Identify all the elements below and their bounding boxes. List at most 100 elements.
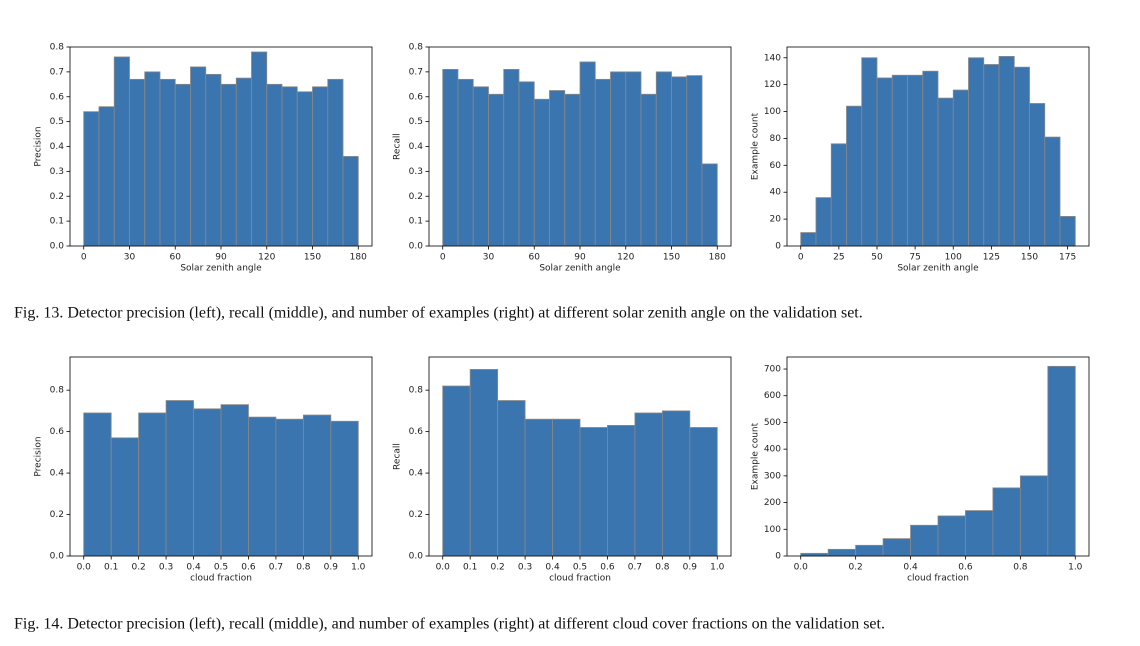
- x-tick-label: 180: [350, 253, 367, 263]
- chart: 0 30 60 90 120 150 180 0.0 0.1 0.2 0.3 0.4 0.5 0.6 0.7…: [34, 43, 373, 274]
- y-tick-label: 0.6: [409, 92, 424, 102]
- bar: [220, 83, 237, 247]
- y-tick-label: 0.8: [409, 43, 424, 53]
- bar: [689, 427, 718, 557]
- bar: [998, 56, 1015, 247]
- chart: 0 25 50 75 100 125 150 175 0 20 40 60 80 100 120 140 Sol…: [751, 46, 1090, 274]
- bar: [861, 57, 878, 247]
- x-tick-label: 0.0: [436, 563, 451, 573]
- y-tick-label: 80: [770, 134, 782, 144]
- bar: [1044, 136, 1061, 247]
- x-tick-label: 0.7: [269, 563, 283, 573]
- x-tick-label: 1.0: [351, 563, 366, 573]
- x-axis-label: Solar zenith angle: [897, 264, 979, 274]
- bar: [296, 91, 313, 247]
- bar: [533, 98, 550, 247]
- bar: [610, 71, 627, 247]
- y-axis-label: Precision: [34, 126, 44, 166]
- bar: [1029, 103, 1046, 247]
- y-tick-label: 0.3: [409, 167, 423, 177]
- bar: [503, 68, 520, 247]
- x-tick-label: 0.3: [518, 563, 532, 573]
- y-tick-label: 0.7: [409, 67, 423, 77]
- y-tick-label: 700: [764, 365, 781, 375]
- x-axis-label: cloud fraction: [907, 574, 969, 584]
- y-tick-label: 140: [764, 53, 781, 63]
- bar: [98, 106, 115, 247]
- bar: [607, 425, 636, 557]
- x-tick-label: 0.6: [241, 563, 256, 573]
- bar: [655, 71, 672, 247]
- bar: [518, 81, 535, 247]
- bar: [640, 93, 657, 247]
- x-tick-label: 0.5: [214, 563, 228, 573]
- bar: [488, 93, 505, 247]
- bar: [159, 78, 176, 247]
- y-tick-label: 0.7: [50, 67, 64, 77]
- x-axis-label: cloud fraction: [549, 574, 611, 584]
- x-tick-label: 150: [663, 253, 680, 263]
- bar: [661, 410, 691, 557]
- y-tick-label: 120: [764, 80, 781, 90]
- bar: [671, 76, 688, 247]
- y-tick-label: 600: [764, 391, 781, 401]
- x-tick-label: 0.9: [683, 563, 698, 573]
- x-tick-label: 180: [709, 253, 726, 263]
- y-tick-label: 0.4: [50, 469, 65, 479]
- bar: [144, 71, 161, 247]
- bar: [846, 105, 863, 247]
- y-tick-label: 0.1: [50, 217, 64, 227]
- x-tick-label: 120: [617, 253, 634, 263]
- x-tick-label: 120: [258, 253, 275, 263]
- x-tick-label: 25: [833, 253, 844, 263]
- bar: [165, 400, 194, 557]
- bar: [549, 90, 566, 247]
- bar: [937, 97, 954, 247]
- x-tick-label: 0.8: [1013, 563, 1028, 573]
- bar: [594, 78, 611, 247]
- y-axis-label: Example count: [751, 422, 761, 490]
- y-tick-label: 100: [764, 525, 781, 535]
- bar: [281, 86, 298, 247]
- y-tick-label: 0.2: [50, 510, 64, 520]
- bar: [876, 77, 893, 247]
- x-tick-label: 75: [909, 253, 920, 263]
- bar: [193, 408, 222, 557]
- bar: [312, 86, 329, 247]
- y-axis-label: Example count: [751, 112, 761, 180]
- x-tick-label: 0.2: [131, 563, 145, 573]
- y-tick-label: 0.0: [409, 552, 424, 562]
- bar: [983, 64, 1000, 247]
- bar: [190, 66, 207, 247]
- y-axis-label: Recall: [393, 133, 403, 160]
- bar: [882, 538, 911, 557]
- x-tick-label: 0.0: [794, 563, 809, 573]
- bar: [442, 68, 459, 247]
- x-tick-label: 0.5: [573, 563, 587, 573]
- bar: [442, 385, 471, 557]
- x-tick-label: 30: [483, 253, 495, 263]
- bar: [634, 412, 663, 557]
- bar: [235, 77, 252, 247]
- x-tick-label: 60: [529, 253, 541, 263]
- bar: [110, 437, 140, 557]
- bar: [497, 400, 526, 557]
- y-tick-label: 0.3: [50, 167, 64, 177]
- y-tick-label: 0.8: [50, 43, 65, 53]
- y-axis-label: Precision: [34, 436, 44, 476]
- bar: [815, 197, 832, 247]
- y-tick-label: 0.2: [50, 192, 64, 202]
- x-tick-label: 0: [81, 253, 87, 263]
- chart: 0.0 0.1 0.2 0.3 0.4 0.5 0.6 0.7 0.8 0.9 1.0 0.0 0.2 0…: [393, 356, 732, 584]
- chart: 0 30 60 90 120 150 180 0.0 0.1 0.2 0.3 0.4 0.5 0.6 0.7…: [393, 43, 732, 274]
- x-tick-label: 1.0: [710, 563, 725, 573]
- x-tick-label: 1.0: [1068, 563, 1083, 573]
- x-tick-label: 0.2: [848, 563, 862, 573]
- bar: [625, 71, 642, 247]
- bar: [266, 83, 283, 247]
- y-tick-label: 200: [764, 498, 781, 508]
- bar: [855, 544, 884, 557]
- bar: [174, 83, 191, 247]
- bar: [968, 57, 985, 247]
